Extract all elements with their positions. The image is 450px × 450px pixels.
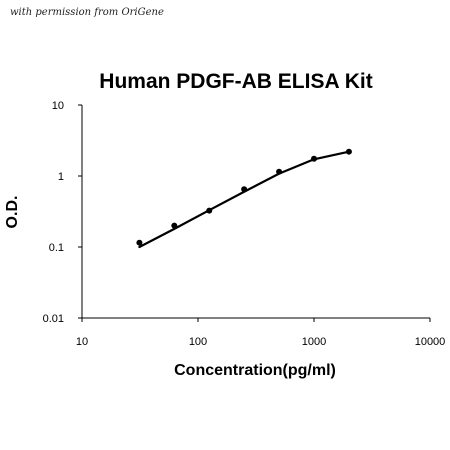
data-point: [345, 148, 352, 155]
y-tick-label: 1: [58, 171, 64, 183]
data-point: [206, 207, 213, 214]
fit-curve-line: [138, 150, 351, 249]
chart-title: Human PDGF-AB ELISA Kit: [99, 70, 372, 93]
data-point: [276, 168, 283, 175]
y-tick-label: 10: [52, 100, 64, 112]
x-tick-label: 100: [189, 336, 207, 348]
y-axis-label: O.D.: [4, 196, 21, 229]
y-tick-label: 0.1: [49, 242, 64, 254]
fit-curve-group: [138, 150, 351, 249]
x-tick-label: 10000: [415, 336, 446, 348]
axes: [81, 105, 430, 319]
x-tick-label: 1000: [302, 336, 326, 348]
x-axis-label: Concentration(pg/ml): [174, 362, 336, 379]
x-tick-label: 10: [76, 336, 88, 348]
y-tick-label: 0.01: [43, 313, 64, 325]
data-point: [136, 239, 143, 246]
data-points: [136, 148, 352, 246]
data-point: [171, 222, 178, 229]
data-point: [311, 155, 317, 162]
data-point: [241, 186, 248, 193]
permission-note: with permission from OriGene: [10, 7, 164, 18]
axis-ticks: 10 100 1000 10000 0.01 0.1 1 10: [43, 100, 446, 348]
